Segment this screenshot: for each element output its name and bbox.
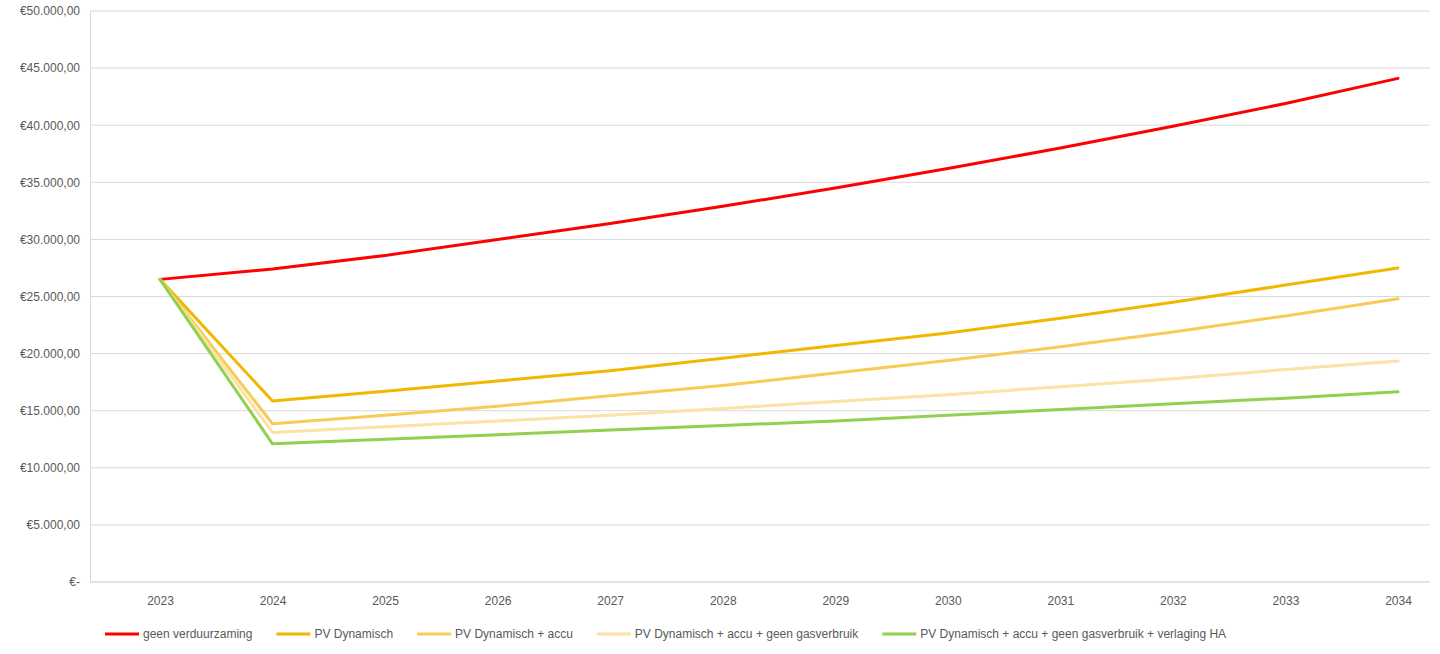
y-tick-label: €20.000,00 xyxy=(20,347,80,361)
grid-line xyxy=(90,239,1430,240)
y-tick: €40.000,00 xyxy=(20,119,90,133)
legend-item: PV Dynamisch + accu xyxy=(417,627,573,641)
x-tick: 2031 xyxy=(1048,582,1075,608)
x-tick-label: 2023 xyxy=(147,594,174,608)
legend-item: PV Dynamisch + accu + geen gasverbruik +… xyxy=(882,627,1226,641)
legend-label: PV Dynamisch + accu xyxy=(455,627,573,641)
legend-item: geen verduurzaming xyxy=(105,627,252,641)
lines xyxy=(160,78,1398,443)
x-tick-label: 2030 xyxy=(935,594,962,608)
y-tick-label: €40.000,00 xyxy=(20,119,80,133)
legend-label: PV Dynamisch xyxy=(314,627,393,641)
x-tick: 2024 xyxy=(260,582,287,608)
y-tick: €25.000,00 xyxy=(20,290,90,304)
y-tick: €5.000,00 xyxy=(27,518,90,532)
series-line xyxy=(160,279,1398,443)
x-axis-line xyxy=(90,582,1430,583)
series-line xyxy=(160,279,1398,432)
x-axis: 2023 2024 2025 2026 2027 2028 2029 2030 2031 2032… xyxy=(90,582,1430,608)
x-tick-label: 2028 xyxy=(710,594,737,608)
x-tick: 2029 xyxy=(822,582,849,608)
y-tick-label: €50.000,00 xyxy=(20,4,80,18)
x-tick: 2025 xyxy=(372,582,399,608)
grid xyxy=(90,11,1430,582)
y-tick-label: €15.000,00 xyxy=(20,404,80,418)
y-tick-label: €45.000,00 xyxy=(20,61,80,75)
x-tick: 2023 xyxy=(147,582,174,608)
y-tick: €45.000,00 xyxy=(20,61,90,75)
y-tick: €20.000,00 xyxy=(20,347,90,361)
x-tick-label: 2032 xyxy=(1160,594,1187,608)
y-tick-label: €35.000,00 xyxy=(20,176,80,190)
y-tick-label: €- xyxy=(69,575,80,589)
series-line xyxy=(160,78,1398,279)
y-tick-label: €25.000,00 xyxy=(20,290,80,304)
grid-line xyxy=(90,125,1430,126)
legend-swatch xyxy=(882,633,916,636)
x-tick: 2030 xyxy=(935,582,962,608)
y-tick-label: €5.000,00 xyxy=(27,518,81,532)
series-line xyxy=(160,268,1398,401)
legend-swatch xyxy=(105,633,139,636)
x-tick-label: 2024 xyxy=(260,594,287,608)
x-tick-label: 2031 xyxy=(1048,594,1075,608)
grid-line xyxy=(90,68,1430,69)
grid-line xyxy=(90,467,1430,468)
x-tick: 2033 xyxy=(1273,582,1300,608)
x-tick: 2028 xyxy=(710,582,737,608)
x-tick-label: 2025 xyxy=(372,594,399,608)
grid-line xyxy=(90,410,1430,411)
legend-label: geen verduurzaming xyxy=(143,627,252,641)
grid-line xyxy=(90,182,1430,183)
y-tick: €50.000,00 xyxy=(20,4,90,18)
grid-line xyxy=(90,11,1430,12)
grid-line xyxy=(90,524,1430,525)
legend-item: PV Dynamisch + accu + geen gasverbruik xyxy=(597,627,859,641)
x-tick: 2026 xyxy=(485,582,512,608)
x-tick-label: 2033 xyxy=(1273,594,1300,608)
grid-line xyxy=(90,296,1430,297)
legend: geen verduurzaming PV Dynamisch PV Dynamis… xyxy=(105,627,1226,641)
x-tick: 2027 xyxy=(597,582,624,608)
y-axis-line xyxy=(90,12,91,583)
y-tick-label: €30.000,00 xyxy=(20,233,80,247)
legend-swatch xyxy=(417,633,451,636)
chart: €- €5.000,00 €10.000,00 €15.000,00 €20.000,0… xyxy=(0,0,1440,654)
y-axis: €- €5.000,00 €10.000,00 €15.000,00 €20.000,0… xyxy=(20,4,91,589)
grid-line xyxy=(90,582,1430,583)
x-tick-label: 2026 xyxy=(485,594,512,608)
y-tick: €30.000,00 xyxy=(20,233,90,247)
y-tick-label: €10.000,00 xyxy=(20,461,80,475)
legend-label: PV Dynamisch + accu + geen gasverbruik +… xyxy=(920,627,1226,641)
legend-label: PV Dynamisch + accu + geen gasverbruik xyxy=(635,627,859,641)
y-tick: €35.000,00 xyxy=(20,176,90,190)
x-tick-label: 2034 xyxy=(1385,594,1412,608)
x-tick: 2034 xyxy=(1385,582,1412,608)
x-tick: 2032 xyxy=(1160,582,1187,608)
legend-swatch xyxy=(597,633,631,636)
legend-item: PV Dynamisch xyxy=(276,627,393,641)
legend-swatch xyxy=(276,633,310,636)
x-tick-label: 2029 xyxy=(822,594,849,608)
x-tick-label: 2027 xyxy=(597,594,624,608)
y-tick: €- xyxy=(69,575,90,589)
y-tick: €15.000,00 xyxy=(20,404,90,418)
y-tick: €10.000,00 xyxy=(20,461,90,475)
